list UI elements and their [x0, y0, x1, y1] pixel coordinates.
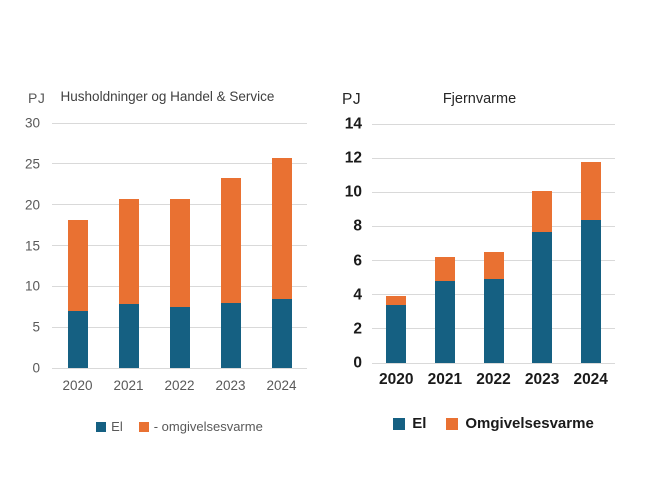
- gridline: [372, 191, 615, 193]
- legend-item-omgivelsesvarme: Omgivelsesvarme: [446, 415, 594, 432]
- legend-label-el: El: [412, 415, 427, 432]
- legend-swatch-omgivelsesvarme: [446, 417, 459, 430]
- y-axis-tick-label: 10: [344, 183, 362, 201]
- bar-segment-omgivelsesvarme: [118, 198, 139, 305]
- gridline: [52, 122, 307, 124]
- gridline: [52, 367, 307, 369]
- plot-area: 0 5 10 15 20 25 30 2020 2021 2022 2023 2024: [25, 116, 307, 392]
- bar-segment-el: [169, 306, 190, 368]
- bar-segment-el: [532, 231, 553, 363]
- x-axis-tick-label: 2021: [113, 378, 144, 393]
- y-axis-tick-label: 0: [32, 360, 40, 376]
- stacked-bar-2024: [580, 162, 601, 363]
- bar-segment-el: [67, 310, 88, 368]
- stacked-bar-2023: [532, 191, 553, 363]
- chart-fjernvarme: PJ Fjernvarme 0 2 4 6 8 10 12 14 2020 2021 2022 202…: [342, 92, 615, 432]
- y-axis-unit-label: PJ: [342, 91, 362, 108]
- x-axis-tick-label: 2024: [266, 378, 297, 393]
- stacked-bar-2020: [386, 296, 407, 363]
- y-axis-tick-label: 0: [353, 354, 362, 372]
- x-axis-tick-label: 2021: [427, 371, 463, 388]
- x-axis-tick-label: 2020: [62, 378, 93, 393]
- y-axis-tick-label: 15: [24, 237, 40, 253]
- bar-segment-omgivelsesvarme: [169, 198, 190, 307]
- y-axis-tick-label: 25: [24, 156, 40, 172]
- bar-segment-omgivelsesvarme: [532, 191, 553, 232]
- legend-item-el: El: [96, 419, 123, 434]
- legend-label-el: El: [111, 419, 123, 434]
- stacked-bar-2024: [271, 158, 292, 368]
- legend-swatch-el: [96, 421, 107, 432]
- bar-segment-el: [434, 281, 455, 363]
- gridline: [52, 163, 307, 165]
- x-axis-tick-label: 2020: [379, 371, 414, 388]
- stacked-bar-2022: [169, 198, 190, 368]
- bar-segment-el: [118, 304, 139, 368]
- x-axis-tick-label: 2022: [164, 378, 195, 393]
- y-axis-tick-label: 2: [353, 320, 362, 338]
- x-axis-tick-label: 2024: [573, 371, 608, 388]
- bar-segment-el: [271, 298, 292, 368]
- y-axis-unit-label: PJ: [28, 90, 46, 106]
- x-axis-tick-label: 2022: [476, 371, 511, 388]
- legend-label-omgivelsesvarme: Omgivelsesvarme: [465, 415, 594, 432]
- y-axis-tick-label: 10: [24, 278, 40, 294]
- legend-swatch-el: [393, 417, 406, 430]
- gridline: [372, 157, 615, 159]
- stacked-bar-2021: [434, 257, 455, 363]
- bar-segment-el: [220, 302, 241, 368]
- y-axis-tick-label: 12: [344, 149, 362, 167]
- y-axis-tick-label: 20: [24, 196, 40, 212]
- stacked-bar-2023: [220, 177, 241, 368]
- bar-segment-omgivelsesvarme: [386, 296, 407, 305]
- x-axis-tick-label: 2023: [215, 378, 246, 393]
- y-axis-tick-label: 8: [353, 217, 362, 235]
- gridline: [372, 362, 615, 364]
- bar-segment-el: [483, 279, 504, 363]
- chart-husholdninger-handel-service: PJ Husholdninger og Handel & Service 0 5 1…: [25, 90, 307, 434]
- gridline: [372, 225, 615, 227]
- legend: El Omgivelsesvarme: [372, 415, 615, 432]
- chart-title: Husholdninger og Handel & Service: [60, 89, 275, 104]
- legend-item-el: El: [393, 415, 426, 432]
- bar-segment-el: [580, 219, 601, 363]
- bar-segment-omgivelsesvarme: [434, 257, 455, 282]
- bar-segment-el: [386, 304, 407, 363]
- y-axis-tick-label: 4: [353, 285, 362, 303]
- bar-segment-omgivelsesvarme: [271, 158, 292, 299]
- plot-area: 0 2 4 6 8 10 12 14 2020 2021 2022 2023 2024: [345, 116, 615, 387]
- legend-label-omgivelsesvarme: - omgivelsesvarme: [153, 419, 263, 434]
- stacked-bar-2021: [118, 198, 139, 368]
- legend-item-omgivelsesvarme: - omgivelsesvarme: [138, 419, 263, 434]
- stacked-bar-2020: [67, 220, 88, 368]
- bar-segment-omgivelsesvarme: [580, 162, 601, 220]
- x-axis-tick-label: 2023: [524, 371, 560, 388]
- gridline: [372, 123, 615, 125]
- y-axis-tick-label: 30: [24, 115, 40, 131]
- bar-segment-omgivelsesvarme: [483, 252, 504, 280]
- bar-segment-omgivelsesvarme: [220, 177, 241, 303]
- y-axis-tick-label: 14: [344, 115, 362, 133]
- chart-title: Fjernvarme: [442, 91, 517, 107]
- y-axis-tick-label: 5: [32, 319, 40, 335]
- legend-swatch-omgivelsesvarme: [138, 421, 149, 432]
- y-axis-tick-label: 6: [353, 251, 362, 269]
- bar-segment-omgivelsesvarme: [67, 220, 88, 311]
- legend: El - omgivelsesvarme: [52, 419, 307, 434]
- stacked-bar-2022: [483, 252, 504, 363]
